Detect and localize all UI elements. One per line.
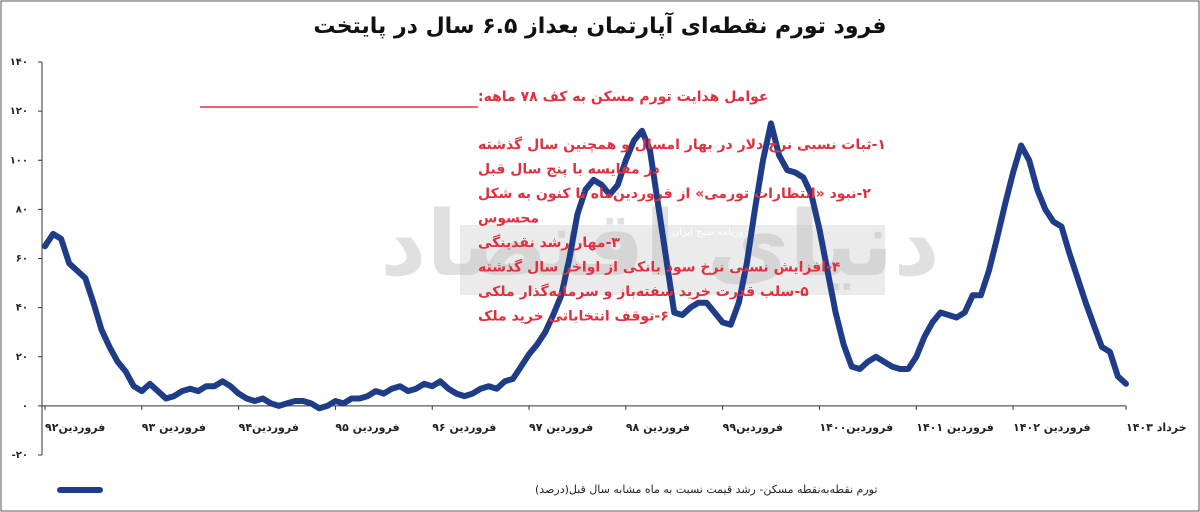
- x-tick-label: خرداد ۱۴۰۳: [1126, 421, 1187, 434]
- y-tick-label: ۸۰: [16, 204, 28, 215]
- x-tick-label: فروردین ۹۵: [335, 421, 399, 434]
- y-tick-label: ۱۰۰: [10, 155, 28, 166]
- watermark-sub: روزنامه صبح ایران: [672, 227, 749, 238]
- chart-title: فرود تورم نقطه‌ای آپارتمان بعداز ۶.۵ سال…: [313, 11, 886, 39]
- legend-label: تورم نقطه‌به‌نقطه مسکن- رشد قیمت نسبت به…: [535, 483, 877, 496]
- x-tick-label: فروردین ۹۶: [432, 421, 496, 434]
- y-tick-label: ۴۰: [16, 303, 28, 314]
- x-tick-label: فروردین۹۹: [723, 421, 783, 434]
- x-tick-label: فروردین ۱۴۰۲: [1013, 421, 1091, 434]
- annotation: ۲-نبود «انتظارات تورمی» از فروردین‌ماه ت…: [478, 186, 871, 202]
- x-tick-label: فروردین۱۴۰۰: [819, 421, 893, 434]
- annotation: در مقایسه با پنج سال قبل: [478, 162, 660, 178]
- y-tick-label: ۶۰: [16, 254, 28, 265]
- x-tick-label: فروردین۹۲: [45, 421, 105, 434]
- annotation-title: عوامل هدایت تورم مسکن به کف ۷۸ ماهه:: [478, 89, 769, 105]
- x-tick-label: فروردین ۹۸: [626, 421, 690, 434]
- y-tick-label: ۱۲۰: [10, 106, 28, 117]
- x-tick-label: فروردین ۹۷: [529, 421, 593, 434]
- y-tick-label: ۲۰: [16, 352, 28, 363]
- annotation: ۴-افزایش نسبی نرخ سود بانکی از اواخر سال…: [478, 259, 841, 276]
- annotation: ۵-سلب قدرت خرید سفته‌باز و سرمایه‌گذار م…: [478, 283, 809, 300]
- annotation: ۱-ثبات نسبی نرخ دلار در بهار امسال و همچ…: [478, 136, 886, 153]
- x-tick-label: فروردین ۱۴۰۱: [916, 421, 994, 434]
- y-tick-label: ۰: [22, 401, 28, 412]
- y-tick-label: -۲۰: [12, 450, 28, 461]
- x-tick-label: فروردین۹۴: [239, 421, 299, 434]
- annotation: ۳-مهار رشد نقدینگی: [478, 234, 620, 251]
- y-tick-label: ۱۴۰: [10, 57, 28, 68]
- annotation: محسوس: [478, 211, 539, 227]
- series-line: [42, 120, 1129, 412]
- x-tick-label: فروردین ۹۳: [142, 421, 206, 434]
- annotation: ۶-توقف انتخاباتی خرید ملک: [478, 309, 669, 325]
